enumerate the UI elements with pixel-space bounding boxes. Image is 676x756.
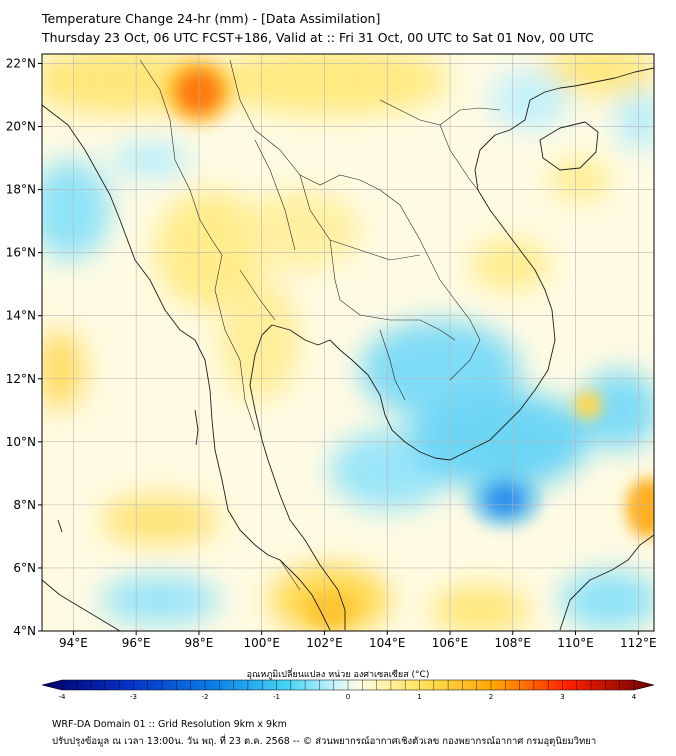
lon-tick-label: 110°E bbox=[557, 636, 594, 650]
colorbar-tick-label: 1 bbox=[417, 693, 422, 701]
lat-tick-label: 4°N bbox=[13, 624, 36, 638]
colorbar-tick-label: -1 bbox=[273, 693, 280, 701]
lon-tick-label: 102°E bbox=[306, 636, 343, 650]
lon-tick-label: 96°E bbox=[122, 636, 151, 650]
map-title: Temperature Change 24-hr (mm) - [Data As… bbox=[42, 11, 381, 26]
colorbar-tick-label: 0 bbox=[345, 693, 351, 701]
lat-tick-label: 8°N bbox=[13, 498, 36, 512]
coastlines bbox=[42, 67, 654, 631]
colorbar-tick-label: 4 bbox=[631, 693, 637, 701]
field-cores bbox=[165, 58, 654, 628]
footer-credit: ปรับปรุงข้อมูล ณ เวลา 13:00น. วัน พฤ. ที… bbox=[52, 736, 597, 747]
colorbar-label: อุณหภูมิเปลี่ยนแปลง หน่วย องศาเซลเซียส (… bbox=[246, 670, 430, 680]
axis-tick-labels: 22°N 20°N 18°N 16°N 14°N 12°N 10°N 8°N 6°N 4°N 94°… bbox=[6, 56, 657, 650]
lon-tick-label: 104°E bbox=[369, 636, 406, 650]
lon-tick-label: 108°E bbox=[495, 636, 532, 650]
map-subtitle: Thursday 23 Oct, 06 UTC FCST+186, Valid … bbox=[42, 30, 594, 45]
lon-tick-label: 98°E bbox=[184, 636, 213, 650]
colorbar-tick-label: -3 bbox=[130, 693, 137, 701]
lat-tick-label: 10°N bbox=[6, 435, 36, 449]
colorbar-tick-label: 3 bbox=[560, 693, 565, 701]
colorbar-divisions bbox=[61, 680, 635, 690]
field-background bbox=[42, 54, 654, 631]
plot-frame bbox=[41, 53, 655, 632]
lat-tick-label: 18°N bbox=[6, 183, 36, 197]
lat-tick-label: 22°N bbox=[6, 56, 36, 70]
lon-tick-label: 100°E bbox=[243, 636, 280, 650]
colorbar-tick-label: -2 bbox=[201, 693, 209, 701]
colorbar-tick-label: 2 bbox=[488, 693, 494, 701]
gridlines bbox=[42, 54, 654, 631]
lat-tick-label: 16°N bbox=[6, 246, 36, 260]
lat-tick-label: 6°N bbox=[13, 561, 36, 575]
lat-tick-label: 20°N bbox=[6, 120, 36, 134]
field-blobs bbox=[42, 54, 654, 631]
lon-tick-label: 106°E bbox=[432, 636, 469, 650]
lon-tick-label: 94°E bbox=[59, 636, 88, 650]
colorbar bbox=[41, 679, 655, 691]
borders bbox=[139, 59, 501, 591]
lat-tick-label: 14°N bbox=[6, 309, 36, 323]
lat-tick-label: 12°N bbox=[6, 372, 36, 386]
lon-tick-label: 112°E bbox=[620, 636, 657, 650]
colorbar-tick-label: -4 bbox=[58, 693, 66, 701]
temperature-field bbox=[42, 54, 654, 631]
footer-model-info: WRF-DA Domain 01 :: Grid Resolution 9km … bbox=[52, 719, 287, 730]
